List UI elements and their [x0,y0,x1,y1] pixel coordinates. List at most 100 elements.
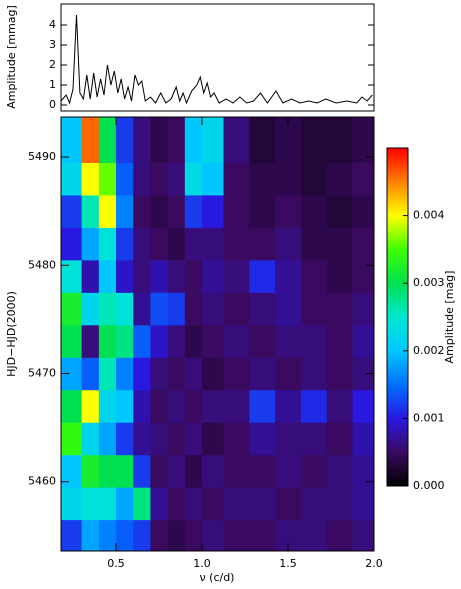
heatmap-cell [61,324,83,358]
heatmap-cell [184,487,203,521]
heatmap-cell [133,357,151,391]
heatmap-cell [249,487,276,521]
heatmap-cell [133,292,151,326]
heatmap-cell [275,292,302,326]
heatmap-cell [81,292,100,326]
heatmap-cell [61,117,83,163]
heatmap-cell [275,259,302,293]
heatmap-cell [61,357,83,391]
heatmap-cell [352,519,375,552]
heatmap-cell [98,292,117,326]
heatmap-cell [202,519,225,552]
heatmap-cell [184,227,203,261]
heatmap-cell [61,422,83,456]
heatmap-cell [133,227,151,261]
heatmap-cell [167,357,186,391]
heatmap-cell [300,422,328,456]
heatmap-cell [81,454,100,488]
heatmap-cell [326,357,354,391]
colorbar [386,147,409,487]
heatmap-cell [184,259,203,293]
heatmap-cell [184,292,203,326]
heatmap-cell [202,324,225,358]
heatmap-cell [223,292,250,326]
heatmap-cell [275,487,302,521]
heatmap-cell [133,162,151,196]
heatmap-cell [326,454,354,488]
colorbar-tick-label: 0.001 [413,411,445,424]
heatmap-cell [300,194,328,228]
heatmap-cell [249,357,276,391]
y-tick-label: 1 [49,78,56,91]
heatmap-cell [326,194,354,228]
y-axis-label: HJD−HJD(2000) [5,291,18,377]
colorbar-tick-label: 0.002 [413,344,445,357]
heatmap-cell [98,227,117,261]
heatmap-cell [249,422,276,456]
heatmap-cell [249,194,276,228]
heatmap-cell [184,422,203,456]
heatmap-cell [223,194,250,228]
heatmap-cell [81,194,100,228]
heatmap-cell [249,117,276,163]
heatmap-cell [116,227,134,261]
heatmap-cell [167,259,186,293]
heatmap-cell [275,422,302,456]
heatmap-cell [223,259,250,293]
heatmap-cell [81,259,100,293]
heatmap-cell [116,259,134,293]
y-tick-label: 5490 [28,150,56,163]
heatmap-cell [61,259,83,293]
heatmap-cell [81,389,100,423]
heatmap-cell [116,422,134,456]
heatmap-cell [167,487,186,521]
y-tick-label: 5480 [28,258,56,271]
heatmap-cell [116,357,134,391]
heatmap-cell [150,454,169,488]
heatmap-cell [98,389,117,423]
heatmap-cell [81,487,100,521]
heatmap-cell [249,162,276,196]
heatmap-cell [223,519,250,552]
y-tick-label: 5470 [28,367,56,380]
heatmap-cell [98,454,117,488]
x-tick-label: 2.0 [365,557,383,570]
heatmap-cell [150,227,169,261]
y-tick-label: 4 [49,18,56,31]
heatmap-cell [116,117,134,163]
heatmap-cell [300,487,328,521]
heatmap-cell [352,117,375,163]
heatmap-cell [300,519,328,552]
heatmap-cell [202,117,225,163]
heatmap-cell [300,389,328,423]
heatmap-cell [98,357,117,391]
heatmap-cell [167,227,186,261]
heatmap-cell [223,487,250,521]
x-tick-label: 1.0 [193,557,211,570]
x-tick-label: 0.5 [107,557,125,570]
heatmap-cell [275,454,302,488]
heatmap-cell [202,487,225,521]
heatmap-cell [326,519,354,552]
heatmap-cell [223,389,250,423]
heatmap-cell [326,389,354,423]
heatmap-cell [133,519,151,552]
y-tick-label: 2 [49,58,56,71]
heatmap-cell [249,292,276,326]
heatmap-cell [116,324,134,358]
y-axis-label: Amplitude [mmag] [5,5,18,109]
heatmap-cell [133,259,151,293]
heatmap-cell [81,324,100,358]
heatmap-cell [352,454,375,488]
heatmap-cell [223,117,250,163]
heatmap-cell [202,227,225,261]
heatmap-cell [184,454,203,488]
heatmap-cell [98,117,117,163]
heatmap-cell [133,117,151,163]
heatmap-cell [352,389,375,423]
heatmap-cell [167,422,186,456]
heatmap-cell [202,259,225,293]
heatmap-cell [223,454,250,488]
heatmap-cell [61,292,83,326]
heatmap-cell [167,454,186,488]
